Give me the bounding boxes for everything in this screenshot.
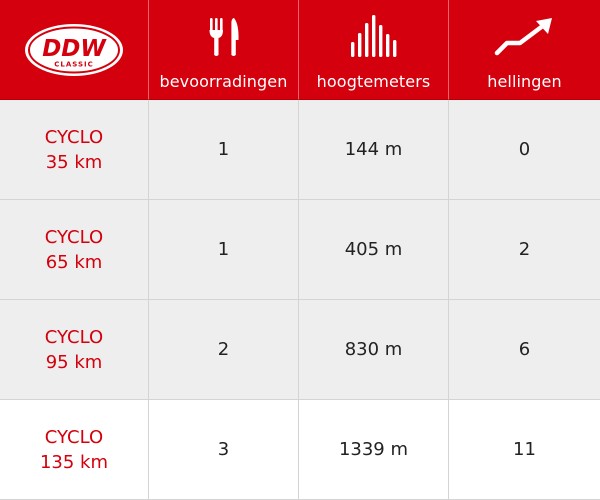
route-distance: 65 km bbox=[45, 251, 103, 273]
climbs-value: 2 bbox=[449, 200, 600, 300]
trend-up-arrow-icon bbox=[494, 14, 556, 58]
elevation-value: 1339 m bbox=[299, 400, 449, 500]
elevation-value: 405 m bbox=[299, 200, 449, 300]
elevation-bars-icon bbox=[350, 14, 398, 58]
elevation-value: 830 m bbox=[299, 300, 449, 400]
supplies-value: 3 bbox=[149, 400, 299, 500]
route-type: CYCLO bbox=[44, 126, 104, 148]
header-supplies: bevoorradingen bbox=[149, 0, 299, 100]
route-distance: 35 km bbox=[45, 151, 103, 173]
route-name-cell: CYCLO 35 km bbox=[0, 100, 149, 200]
header-label-supplies: bevoorradingen bbox=[159, 72, 288, 91]
route-name-cell: CYCLO 65 km bbox=[0, 200, 149, 300]
header-label-climbs: hellingen bbox=[487, 72, 562, 91]
route-distance: 135 km bbox=[39, 451, 109, 473]
cutlery-icon bbox=[207, 14, 241, 58]
supplies-value: 1 bbox=[149, 200, 299, 300]
elevation-value: 144 m bbox=[299, 100, 449, 200]
ddw-classic-logo: DDW CLASSIC bbox=[25, 23, 123, 76]
climbs-value: 6 bbox=[449, 300, 600, 400]
route-type: CYCLO bbox=[44, 426, 104, 448]
route-distance: 95 km bbox=[45, 351, 103, 373]
logo-cell: DDW CLASSIC bbox=[0, 0, 149, 100]
header-elevation: hoogtemeters bbox=[299, 0, 449, 100]
climbs-value: 11 bbox=[449, 400, 600, 500]
climbs-value: 0 bbox=[449, 100, 600, 200]
route-type: CYCLO bbox=[44, 326, 104, 348]
logo-main-text: DDW bbox=[42, 36, 107, 62]
supplies-value: 2 bbox=[149, 300, 299, 400]
route-type: CYCLO bbox=[44, 226, 104, 248]
header-climbs: hellingen bbox=[449, 0, 600, 100]
route-name-cell: CYCLO 135 km bbox=[0, 400, 149, 500]
route-name-cell: CYCLO 95 km bbox=[0, 300, 149, 400]
supplies-value: 1 bbox=[149, 100, 299, 200]
logo-sub-text: CLASSIC bbox=[54, 60, 94, 68]
header-label-elevation: hoogtemeters bbox=[316, 72, 431, 91]
